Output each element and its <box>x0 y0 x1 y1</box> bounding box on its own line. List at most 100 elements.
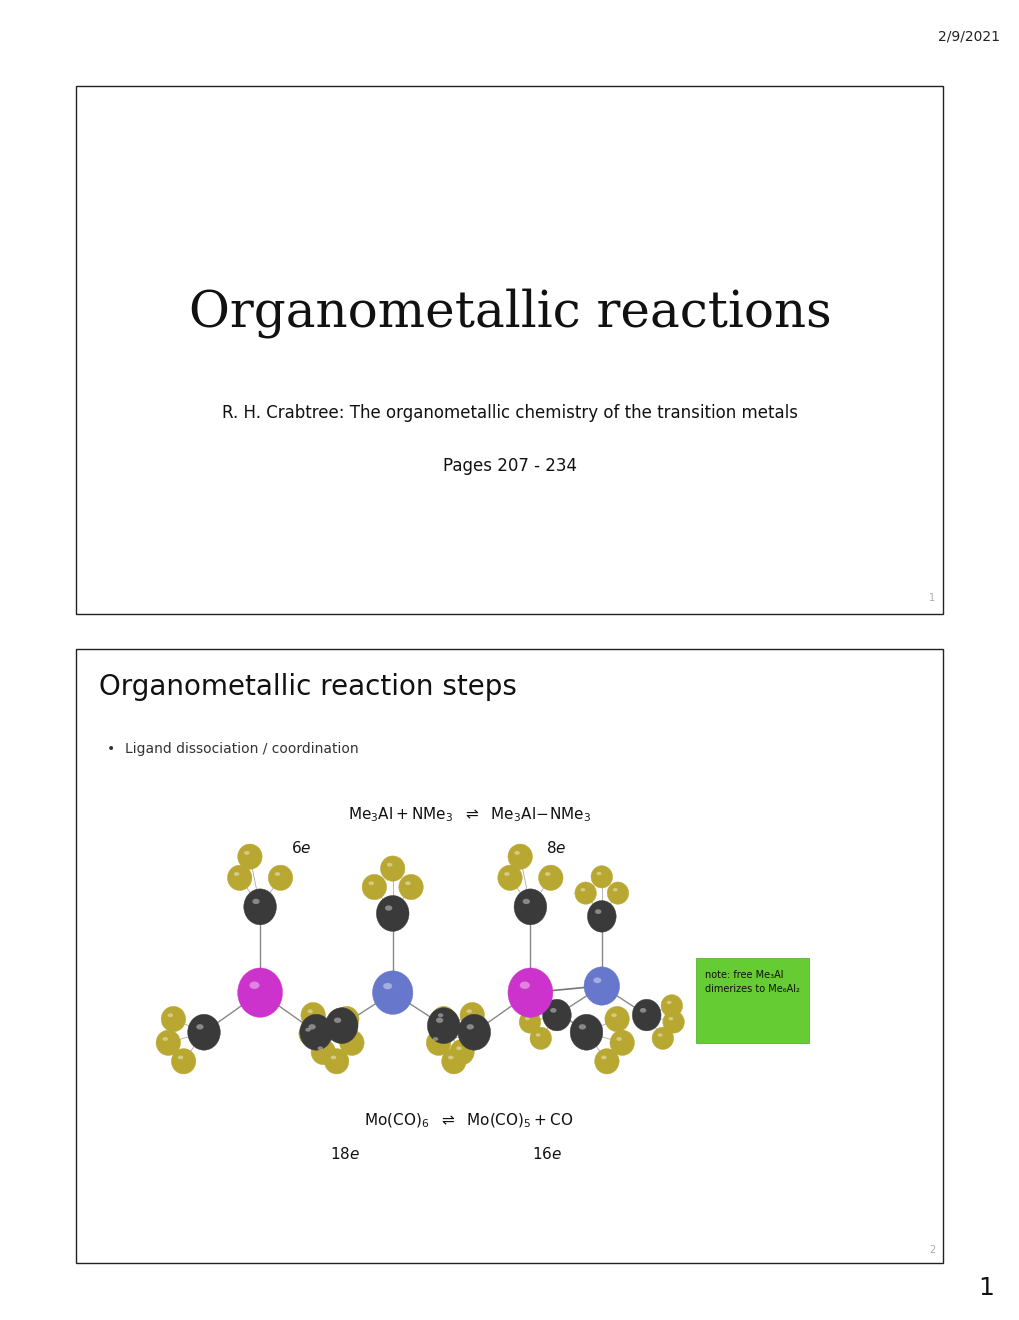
Ellipse shape <box>522 899 530 904</box>
Ellipse shape <box>244 851 250 855</box>
Ellipse shape <box>305 1028 311 1032</box>
Ellipse shape <box>156 1030 180 1056</box>
Ellipse shape <box>383 983 392 990</box>
Text: 2/9/2021: 2/9/2021 <box>936 29 999 44</box>
FancyBboxPatch shape <box>695 958 808 1043</box>
Ellipse shape <box>462 1020 486 1047</box>
Ellipse shape <box>468 1028 474 1032</box>
Text: Ligand dissociation / coordination: Ligand dissociation / coordination <box>125 742 359 756</box>
Ellipse shape <box>432 1038 438 1041</box>
Ellipse shape <box>615 1038 622 1041</box>
Ellipse shape <box>376 895 409 932</box>
Ellipse shape <box>437 1014 443 1018</box>
Ellipse shape <box>308 1024 316 1030</box>
Ellipse shape <box>580 888 585 891</box>
Ellipse shape <box>274 873 280 876</box>
Ellipse shape <box>250 982 259 989</box>
Ellipse shape <box>584 966 619 1006</box>
Ellipse shape <box>372 972 413 1014</box>
Ellipse shape <box>384 906 392 911</box>
Ellipse shape <box>657 1034 662 1036</box>
FancyBboxPatch shape <box>76 86 943 614</box>
Ellipse shape <box>362 874 386 900</box>
Ellipse shape <box>520 982 529 989</box>
Ellipse shape <box>196 1024 204 1030</box>
Text: $\mathit{18e}$: $\mathit{18e}$ <box>329 1146 360 1162</box>
Ellipse shape <box>610 1014 616 1018</box>
Text: $\mathit{16e}$: $\mathit{16e}$ <box>531 1146 561 1162</box>
Text: 2: 2 <box>928 1245 934 1255</box>
Ellipse shape <box>666 1001 671 1005</box>
Ellipse shape <box>233 873 239 876</box>
Ellipse shape <box>593 977 601 983</box>
Ellipse shape <box>368 882 374 886</box>
FancyBboxPatch shape <box>76 649 943 1263</box>
Ellipse shape <box>570 1014 602 1051</box>
Ellipse shape <box>237 843 262 870</box>
Ellipse shape <box>507 843 532 870</box>
Ellipse shape <box>162 1038 168 1041</box>
Ellipse shape <box>325 1007 358 1044</box>
Ellipse shape <box>466 1024 474 1030</box>
Ellipse shape <box>606 882 628 904</box>
Ellipse shape <box>340 1014 346 1018</box>
Ellipse shape <box>299 1020 323 1047</box>
Text: $\rm{Mo(CO)_6}$  $\rightleftharpoons$  $\rm{Mo(CO)_5 + CO}$: $\rm{Mo(CO)_6}$ $\rightleftharpoons$ $\r… <box>364 1111 574 1130</box>
Ellipse shape <box>324 1048 348 1074</box>
Ellipse shape <box>596 871 601 875</box>
Ellipse shape <box>227 865 252 891</box>
Ellipse shape <box>435 1018 443 1023</box>
Ellipse shape <box>307 1010 313 1014</box>
Ellipse shape <box>519 1011 540 1034</box>
Ellipse shape <box>503 873 510 876</box>
Ellipse shape <box>252 899 260 904</box>
Text: •: • <box>107 742 115 756</box>
Ellipse shape <box>311 1039 335 1065</box>
Ellipse shape <box>398 874 423 900</box>
Ellipse shape <box>594 909 601 913</box>
Ellipse shape <box>604 1006 629 1032</box>
Ellipse shape <box>594 1048 619 1074</box>
Ellipse shape <box>339 1030 364 1056</box>
Ellipse shape <box>447 1056 453 1060</box>
Ellipse shape <box>632 999 660 1031</box>
Ellipse shape <box>662 1011 684 1034</box>
Ellipse shape <box>334 1006 359 1032</box>
Ellipse shape <box>639 1008 646 1012</box>
Ellipse shape <box>587 900 615 932</box>
Ellipse shape <box>268 865 292 891</box>
Ellipse shape <box>244 888 276 925</box>
Ellipse shape <box>514 888 546 925</box>
Text: Organometallic reactions: Organometallic reactions <box>189 288 830 338</box>
Ellipse shape <box>575 882 596 904</box>
Text: Organometallic reaction steps: Organometallic reaction steps <box>99 673 517 701</box>
Ellipse shape <box>578 1024 586 1030</box>
Ellipse shape <box>455 1047 462 1051</box>
Ellipse shape <box>507 968 552 1018</box>
Ellipse shape <box>449 1039 474 1065</box>
Ellipse shape <box>237 968 282 1018</box>
Ellipse shape <box>526 1001 531 1005</box>
Ellipse shape <box>167 1014 173 1018</box>
Ellipse shape <box>441 1048 466 1074</box>
Ellipse shape <box>530 1027 551 1049</box>
Ellipse shape <box>405 882 411 886</box>
Ellipse shape <box>525 1016 529 1020</box>
Text: 1: 1 <box>928 593 934 603</box>
Ellipse shape <box>161 1006 185 1032</box>
Ellipse shape <box>300 1014 332 1051</box>
Text: 1: 1 <box>977 1276 994 1300</box>
Ellipse shape <box>187 1014 220 1051</box>
Ellipse shape <box>549 1008 556 1012</box>
Text: $\rm{Me_3Al + NMe_3}$  $\rightleftharpoons$  $\rm{Me_3Al\!-\!NMe_3}$: $\rm{Me_3Al + NMe_3}$ $\rightleftharpoon… <box>347 805 590 824</box>
Ellipse shape <box>333 1018 341 1023</box>
Ellipse shape <box>426 1030 450 1056</box>
Ellipse shape <box>317 1047 323 1051</box>
Ellipse shape <box>460 1002 484 1028</box>
Text: note: free Me₃Al
dimerizes to Me₆Al₂: note: free Me₃Al dimerizes to Me₆Al₂ <box>704 970 799 994</box>
Ellipse shape <box>497 865 522 891</box>
Ellipse shape <box>609 1030 634 1056</box>
Ellipse shape <box>667 1016 673 1020</box>
Ellipse shape <box>514 851 520 855</box>
Text: $\mathit{6e}$: $\mathit{6e}$ <box>290 840 311 855</box>
